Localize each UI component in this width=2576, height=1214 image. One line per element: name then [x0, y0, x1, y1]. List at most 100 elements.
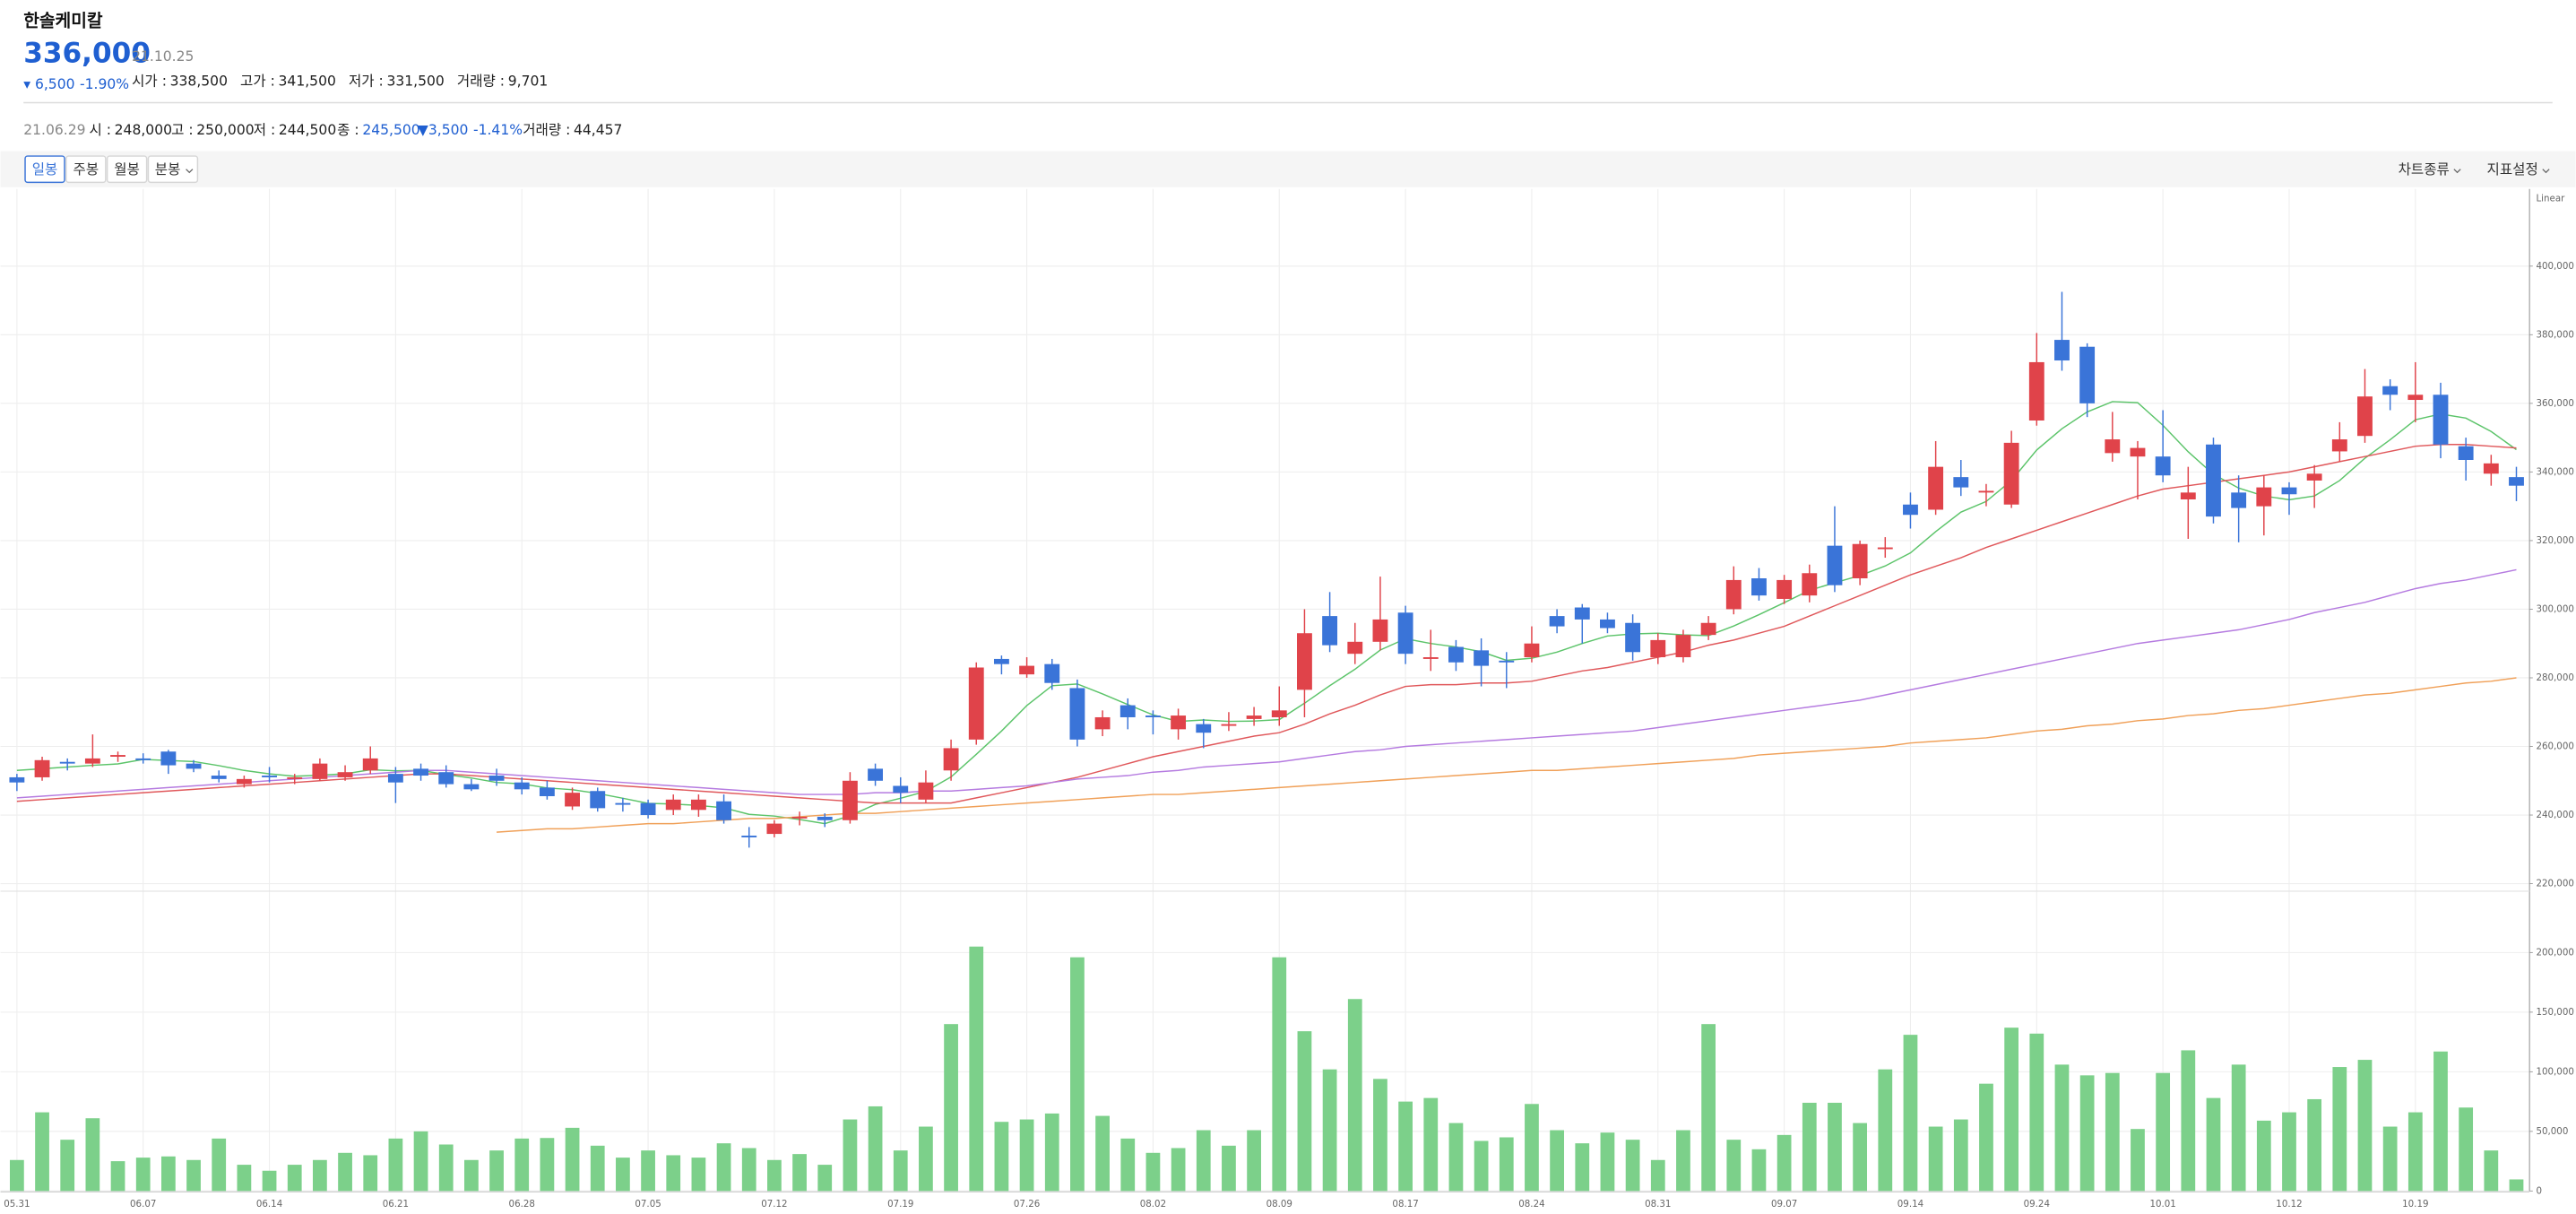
- tab-button[interactable]: [24, 155, 65, 184]
- candle-body: [565, 793, 580, 807]
- tab-label[interactable]: 월봉: [114, 161, 140, 178]
- volume-bar: [1600, 1132, 1615, 1192]
- tool-button[interactable]: 지표설정: [2487, 161, 2538, 178]
- volume-bar: [2282, 1112, 2296, 1192]
- candle-body: [2231, 492, 2247, 508]
- hover-value: 245,500: [362, 122, 419, 138]
- tool-button[interactable]: 차트종류: [2399, 161, 2450, 178]
- volume-bar: [1776, 1134, 1792, 1192]
- candle-body: [84, 758, 100, 764]
- candle-body: [893, 785, 909, 793]
- volume-bar: [413, 1131, 428, 1192]
- candle-body: [842, 780, 858, 820]
- moving-average-line: [16, 401, 2517, 825]
- volume-bar: [741, 1148, 756, 1192]
- volume-bar: [1726, 1140, 1742, 1192]
- candle-body: [2306, 473, 2322, 481]
- candle-body: [1574, 607, 1590, 620]
- candle-body: [1196, 724, 1212, 733]
- x-tick-label: 09.24: [2024, 1199, 2050, 1210]
- volume-bar: [1019, 1119, 1034, 1192]
- tab-button[interactable]: [106, 155, 148, 184]
- hover-label: 저 :: [254, 122, 276, 138]
- hover-label: 고 :: [171, 122, 194, 138]
- candle-body: [1978, 490, 1994, 493]
- x-tick-label: 08.31: [1645, 1199, 1671, 1210]
- candle-body: [463, 784, 480, 790]
- volume-bar: [313, 1159, 327, 1192]
- hover-value: 244,500: [279, 122, 336, 138]
- volume-bar: [438, 1144, 454, 1192]
- candle-body: [1675, 635, 1691, 658]
- candle-body: [741, 835, 757, 837]
- candle-body: [868, 768, 884, 781]
- hover-volume: 거래량 :44,457: [523, 122, 622, 138]
- hover-item: 종 :245,500: [337, 122, 420, 138]
- hover-volume-value: 44,457: [574, 122, 622, 138]
- scale-label: Linear: [2536, 194, 2565, 204]
- x-tick-label: 09.07: [1771, 1199, 1797, 1210]
- candle-body: [1700, 622, 1716, 636]
- volume-bar: [843, 1119, 858, 1192]
- x-tick-label: 06.07: [130, 1199, 156, 1210]
- volume-bar: [9, 1159, 24, 1192]
- candle-body: [1802, 573, 1818, 596]
- candle-body: [1852, 543, 1868, 579]
- moving-average-line: [497, 677, 2517, 833]
- candle-body: [1069, 688, 1085, 740]
- x-tick-label: 06.14: [256, 1199, 282, 1210]
- candle-body: [918, 782, 934, 800]
- candle-body: [2483, 463, 2499, 474]
- candle-body: [514, 782, 530, 790]
- volume-bar: [1044, 1113, 1059, 1192]
- candle-body: [186, 763, 202, 769]
- stat: 시가 :338,500: [132, 73, 228, 89]
- volume-bar: [1979, 1083, 1993, 1192]
- candle-body: [1928, 466, 1944, 510]
- tab-button[interactable]: [147, 155, 199, 184]
- candle-body: [160, 751, 177, 766]
- volume-bar: [1499, 1137, 1514, 1192]
- toolbar: [0, 151, 2576, 187]
- volume-bar: [919, 1126, 933, 1192]
- candle-body: [716, 801, 732, 820]
- quote-date: 21.10.25: [132, 48, 194, 65]
- y-tick-label: 400,000: [2536, 261, 2573, 272]
- volume-bar: [161, 1156, 176, 1192]
- candle-body: [993, 658, 1009, 664]
- volume-bar: [60, 1140, 75, 1192]
- candle-body: [1397, 612, 1413, 655]
- candle-body: [690, 799, 706, 811]
- volume-bar: [2459, 1107, 2474, 1192]
- volume-bar: [2079, 1075, 2095, 1192]
- volume-bar: [1120, 1138, 1136, 1192]
- tab-label[interactable]: 일봉: [32, 161, 58, 178]
- candle-body: [1171, 715, 1187, 730]
- candle-body: [9, 776, 25, 783]
- hover-label: 시 :: [89, 122, 111, 138]
- candle-body: [2130, 447, 2146, 457]
- y-tick-label: 300,000: [2536, 603, 2573, 614]
- candle-body: [438, 772, 454, 785]
- moving-average-line: [16, 568, 2517, 799]
- tab-button[interactable]: [65, 155, 107, 184]
- candle-body: [2281, 487, 2297, 495]
- volume-bar: [944, 1024, 958, 1192]
- candle-body: [1549, 616, 1565, 627]
- tab-label[interactable]: 분봉: [155, 161, 181, 178]
- x-tick-label: 07.26: [1014, 1199, 1040, 1210]
- volume-bar: [565, 1127, 580, 1192]
- stat-label: 거래량 :: [457, 73, 505, 89]
- volume-bar: [2382, 1126, 2398, 1192]
- candle-body: [1271, 710, 1287, 717]
- x-tick-label: 08.24: [1518, 1199, 1544, 1210]
- volume-bar: [969, 946, 984, 1192]
- volume-bar: [186, 1159, 201, 1192]
- volume-bar: [2156, 1072, 2171, 1192]
- candle-body: [236, 778, 252, 785]
- candle-body: [1019, 665, 1035, 675]
- volume-bar: [2332, 1067, 2347, 1192]
- candle-body: [1474, 650, 1490, 666]
- tab-label[interactable]: 주봉: [73, 161, 99, 178]
- candle-body: [1903, 504, 1918, 516]
